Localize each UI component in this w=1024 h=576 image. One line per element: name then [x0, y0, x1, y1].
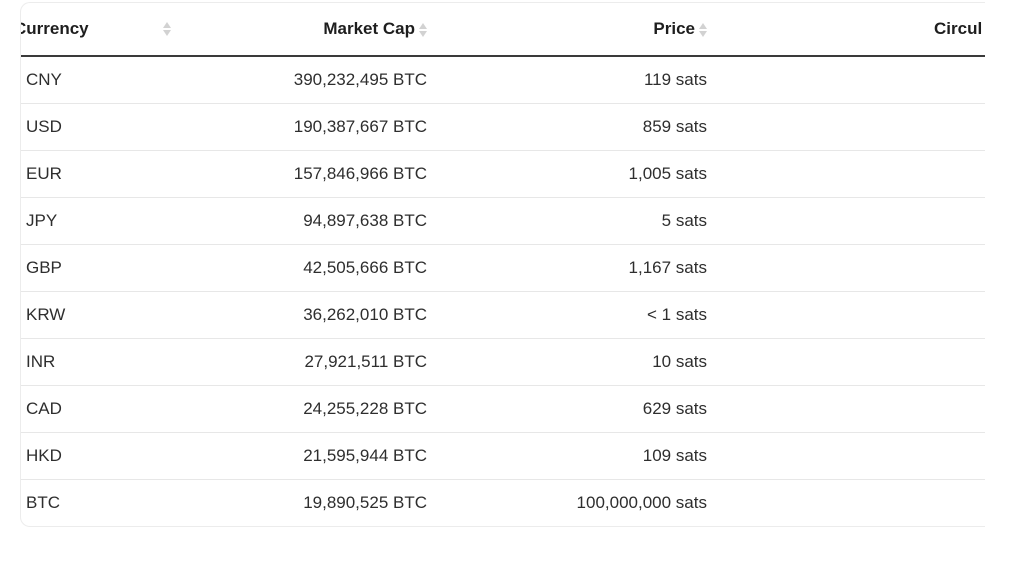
price-cell: 10 sats [441, 338, 721, 386]
currency-column-header[interactable]: Currency [20, 3, 181, 57]
circulating-cell: 1,614,256,000 [721, 197, 985, 245]
sort-icon[interactable] [419, 22, 427, 37]
currency-cell: KRW [21, 291, 181, 339]
circulating-cell: 3,640,677 [721, 244, 985, 292]
circulating-column-header[interactable]: Circul [721, 3, 985, 57]
market-cap-cell: 157,846,966 BTC [181, 150, 441, 198]
currency-cell: BTC [26, 493, 60, 512]
table-row: BTC 19,890,525 BTC 100,000,000 sats 19 [21, 480, 985, 527]
circulating-cell: 19 [721, 480, 985, 527]
market-cap-cell: 19,890,525 BTC [303, 493, 427, 512]
circulating-cell: 3,852,810 [721, 385, 985, 433]
price-cell: 109 sats [441, 432, 721, 480]
market-cap-header-label: Market Cap [323, 19, 415, 38]
circulating-cell: 325,697,000 [721, 56, 985, 104]
currency-cell: INR [21, 338, 181, 386]
market-cap-cell: 42,505,666 BTC [181, 244, 441, 292]
circulating-header-label: Circul [934, 19, 983, 38]
currency-table-card: Currency Market Cap Price Circul CNY 390,… [20, 2, 985, 527]
price-header-label: Price [653, 19, 695, 38]
currency-cell: CNY [21, 56, 181, 104]
table-header-row: Currency Market Cap Price Circul [20, 3, 985, 57]
price-column-header[interactable]: Price [441, 3, 721, 57]
price-cell: 119 sats [441, 56, 721, 104]
market-cap-cell: 190,387,667 BTC [181, 103, 441, 151]
market-cap-column-header[interactable]: Market Cap [181, 3, 441, 57]
circulating-cell: 22,147,22 [721, 103, 985, 151]
price-cell: 629 sats [441, 385, 721, 433]
circulating-cell: 15,692,049 [721, 150, 985, 198]
currency-header-label: Currency [20, 19, 89, 38]
price-cell: 5 sats [441, 197, 721, 245]
circulating-cell: 19,718,944 [721, 432, 985, 480]
sort-icon[interactable] [163, 22, 171, 36]
currency-cell: USD [21, 103, 181, 151]
currency-cell: HKD [21, 432, 181, 480]
currency-cell: GBP [21, 244, 181, 292]
market-cap-cell: 21,595,944 BTC [181, 432, 441, 480]
currency-cell: JPY [21, 197, 181, 245]
price-cell: < 1 sats [441, 291, 721, 339]
price-cell: 100,000,000 sats [576, 493, 707, 512]
price-cell: 1,167 sats [441, 244, 721, 292]
price-cell: 1,005 sats [441, 150, 721, 198]
market-cap-cell: 390,232,495 BTC [181, 56, 441, 104]
market-cap-cell: 24,255,228 BTC [181, 385, 441, 433]
market-cap-cell: 27,921,511 BTC [181, 338, 441, 386]
sort-icon[interactable] [699, 22, 707, 37]
market-cap-cell: 94,897,638 BTC [181, 197, 441, 245]
circulating-cell: 278,424,00 [721, 338, 985, 386]
circulating-cell: 5,786,259,000 [721, 291, 985, 339]
price-cell: 859 sats [441, 103, 721, 151]
currency-cell: EUR [21, 150, 181, 198]
currency-cell: CAD [21, 385, 181, 433]
currency-table: Currency Market Cap Price Circul CNY 390,… [21, 3, 985, 526]
market-cap-cell: 36,262,010 BTC [181, 291, 441, 339]
